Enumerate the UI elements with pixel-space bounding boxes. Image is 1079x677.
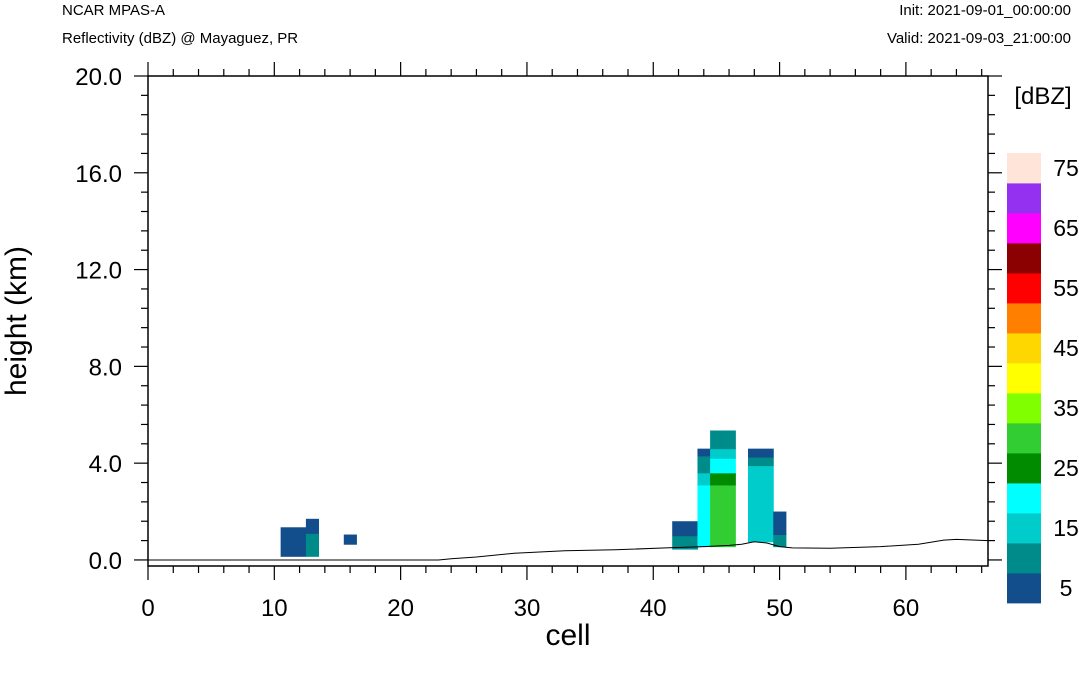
colorbar-swatch: [1007, 543, 1041, 574]
colorbar-label: 75: [1053, 155, 1079, 181]
y-tick-label: 12.0: [75, 258, 122, 285]
colorbar-swatch: [1007, 573, 1041, 604]
reflectivity-cell: [773, 511, 787, 536]
y-axis-label: height (km): [0, 246, 33, 396]
reflectivity-cell: [710, 448, 736, 459]
colorbar-label: 25: [1053, 455, 1079, 481]
colorbar-label: 65: [1053, 215, 1079, 241]
reflectivity-cell: [710, 430, 736, 450]
reflectivity-cell: [672, 521, 698, 537]
colorbar-swatch: [1007, 423, 1041, 454]
colorbar-label: 45: [1053, 335, 1079, 361]
x-tick-label: 0: [141, 595, 154, 622]
reflectivity-cell: [280, 549, 307, 557]
colorbar-swatch: [1007, 183, 1041, 214]
model-title: NCAR MPAS-A: [62, 2, 166, 19]
x-tick-label: 40: [640, 595, 667, 622]
reflectivity-cell: [773, 534, 787, 548]
reflectivity-cell: [748, 457, 774, 467]
x-tick-labels: 0 10 20 30 40 50 60: [141, 595, 919, 622]
reflectivity-cell: [697, 472, 711, 486]
terrain-line: [148, 538, 989, 561]
reflectivity-cell: [672, 535, 698, 550]
x-tick-label: 60: [893, 595, 920, 622]
axis-ticks: [134, 62, 1002, 580]
colorbar-swatch: [1007, 243, 1041, 274]
colorbar-swatch: [1007, 483, 1041, 514]
reflectivity-cell: [305, 518, 320, 534]
colorbar-swatch: [1007, 393, 1041, 424]
reflectivity-cell: [710, 484, 736, 548]
colorbar-label: 55: [1053, 275, 1079, 301]
colorbar-label: 15: [1053, 515, 1079, 541]
reflectivity-cell: [343, 534, 357, 545]
colorbar-label: 5: [1060, 575, 1073, 601]
y-tick-labels: 0.0 4.0 8.0 12.0 16.0 20.0: [75, 64, 122, 575]
init-time: Init: 2021-09-01_00:00:00: [899, 2, 1071, 19]
reflectivity-cell: [697, 448, 711, 457]
x-tick-label: 20: [387, 595, 414, 622]
colorbar-swatch: [1007, 453, 1041, 484]
field-subtitle: Reflectivity (dBZ) @ Mayaguez, PR: [62, 30, 299, 47]
y-tick-label: 8.0: [89, 354, 122, 381]
colorbar-swatch: [1007, 303, 1041, 334]
x-axis-label: cell: [545, 619, 590, 652]
reflectivity-cell: [710, 472, 736, 486]
colorbar-swatch: [1007, 273, 1041, 304]
reflectivity-cell: [280, 527, 307, 550]
y-tick-label: 20.0: [75, 64, 122, 91]
x-tick-label: 10: [261, 595, 288, 622]
colorbar-swatch: [1007, 333, 1041, 364]
reflectivity-cell: [697, 455, 711, 474]
y-tick-label: 0.0: [89, 548, 122, 575]
reflectivity-cell: [748, 448, 774, 458]
reflectivity-cell: [748, 465, 774, 543]
valid-time: Valid: 2021-09-03_21:00:00: [886, 30, 1071, 47]
y-tick-label: 4.0: [89, 451, 122, 478]
reflectivity-cell: [710, 458, 736, 474]
colorbar-swatch: [1007, 153, 1041, 184]
terrain-profile: [148, 538, 989, 561]
colorbar-title: [dBZ]: [1014, 83, 1071, 110]
x-tick-label: 30: [514, 595, 541, 622]
reflectivity-cells: [280, 430, 787, 557]
colorbar-label: 35: [1053, 395, 1079, 421]
colorbar: 5 15 25 35 45 55 65 75: [1007, 153, 1079, 604]
colorbar-swatch: [1007, 213, 1041, 244]
y-tick-label: 16.0: [75, 161, 122, 188]
reflectivity-cell: [697, 484, 711, 548]
colorbar-swatch: [1007, 513, 1041, 544]
reflectivity-cell: [305, 533, 320, 557]
x-tick-label: 50: [766, 595, 793, 622]
plot-frame: [147, 75, 989, 567]
colorbar-swatch: [1007, 363, 1041, 394]
